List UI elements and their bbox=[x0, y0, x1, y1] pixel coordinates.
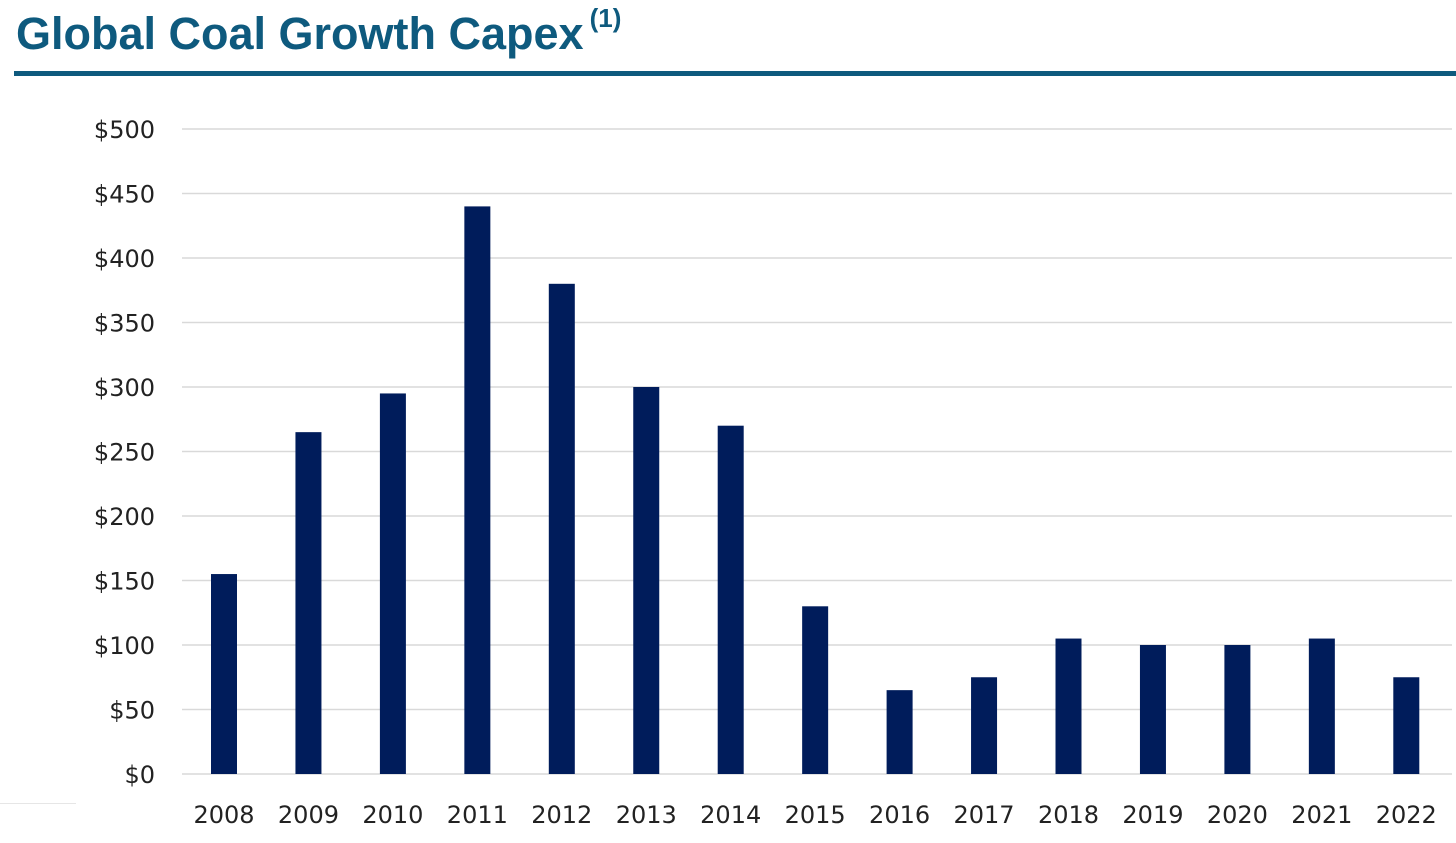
bar bbox=[464, 206, 491, 774]
x-tick-label: 2013 bbox=[616, 801, 677, 829]
bar bbox=[295, 432, 322, 774]
bar bbox=[717, 425, 744, 774]
x-tick-label: 2015 bbox=[785, 801, 846, 829]
bar bbox=[802, 606, 829, 774]
x-tick-label: 2022 bbox=[1376, 801, 1437, 829]
chart-title-footnote: (1) bbox=[589, 3, 622, 33]
x-tick-label: 2020 bbox=[1207, 801, 1268, 829]
bar bbox=[886, 690, 913, 774]
bar bbox=[633, 387, 660, 774]
x-tick-label: 2017 bbox=[954, 801, 1015, 829]
x-tick-label: 2012 bbox=[531, 801, 592, 829]
y-tick-label: $50 bbox=[109, 697, 155, 725]
x-tick-label: 2008 bbox=[193, 801, 254, 829]
x-tick-label: 2016 bbox=[869, 801, 930, 829]
y-tick-label: $400 bbox=[94, 245, 155, 273]
chart-title: Global Coal Growth Capex (1) bbox=[16, 3, 621, 60]
bar bbox=[548, 283, 575, 774]
bar bbox=[1308, 638, 1335, 774]
x-tick-label: 2021 bbox=[1291, 801, 1352, 829]
y-tick-label: $250 bbox=[94, 439, 155, 467]
footer-divider bbox=[0, 803, 76, 804]
bar bbox=[211, 574, 237, 774]
x-tick-label: 2011 bbox=[447, 801, 508, 829]
x-tick-label: 2014 bbox=[700, 801, 761, 829]
bar bbox=[971, 677, 998, 774]
y-tick-label: $0 bbox=[124, 761, 155, 789]
bar bbox=[1139, 645, 1166, 774]
x-tick-label: 2010 bbox=[362, 801, 423, 829]
y-tick-label: $200 bbox=[94, 503, 155, 531]
bar bbox=[1393, 677, 1420, 774]
y-tick-label: $450 bbox=[94, 181, 155, 209]
y-tick-label: $500 bbox=[94, 116, 155, 144]
x-tick-label: 2019 bbox=[1122, 801, 1183, 829]
y-tick-label: $300 bbox=[94, 374, 155, 402]
y-tick-label: $150 bbox=[94, 568, 155, 596]
x-tick-label: 2018 bbox=[1038, 801, 1099, 829]
y-tick-label: $100 bbox=[94, 632, 155, 660]
y-tick-label: $350 bbox=[94, 310, 155, 338]
bar bbox=[379, 393, 406, 774]
x-tick-label: 2009 bbox=[278, 801, 339, 829]
title-underline bbox=[14, 71, 1456, 76]
bar bbox=[1224, 645, 1251, 774]
chart-title-text: Global Coal Growth Capex bbox=[16, 8, 584, 59]
bar bbox=[1055, 638, 1082, 774]
